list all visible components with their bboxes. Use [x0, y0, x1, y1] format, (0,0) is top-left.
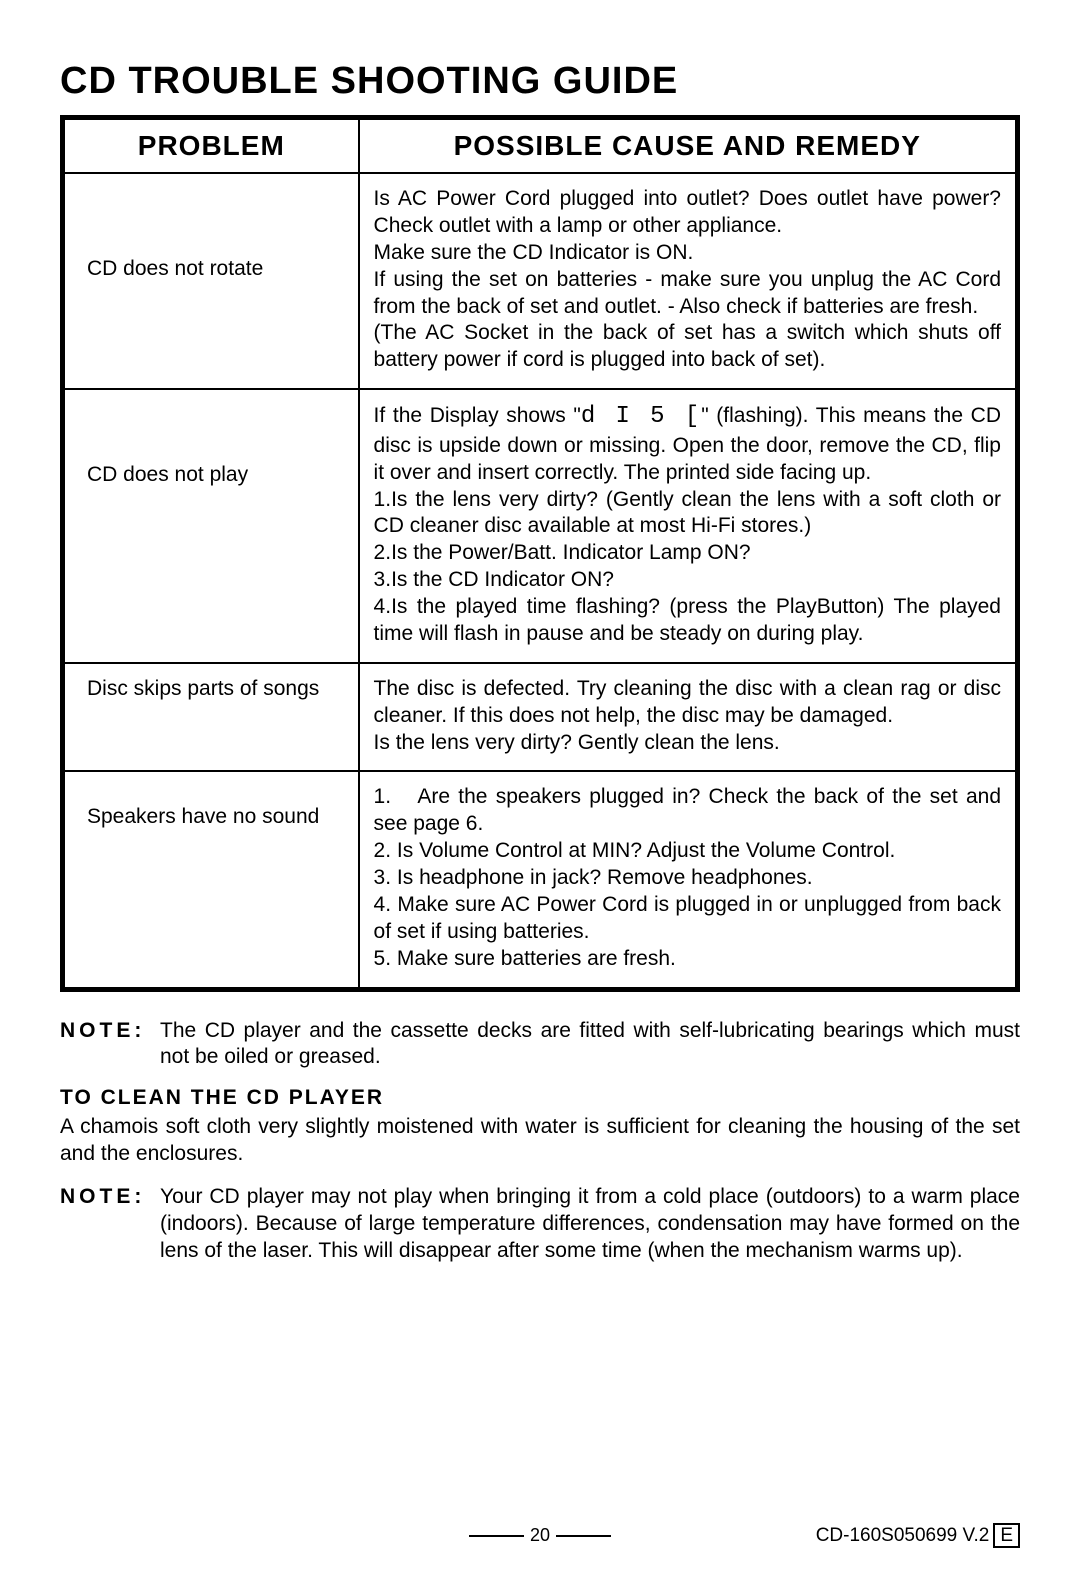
remedy-line: The disc is defected. Try cleaning the d… — [374, 676, 1001, 730]
page-title: CD TROUBLE SHOOTING GUIDE — [60, 60, 1020, 103]
problem-cell: CD does not rotate — [63, 173, 359, 389]
problem-text: CD does not play — [87, 402, 344, 489]
remedy-line: (The AC Socket in the back of set has a … — [374, 320, 1001, 374]
note-row: NOTE: The CD player and the cassette dec… — [60, 1018, 1020, 1072]
col-header-problem: PROBLEM — [63, 118, 359, 174]
note-row: NOTE: Your CD player may not play when b… — [60, 1184, 1020, 1265]
col-header-remedy: POSSIBLE CAUSE AND REMEDY — [359, 118, 1018, 174]
table-row: CD does not rotate Is AC Power Cord plug… — [63, 173, 1018, 389]
table-row: Disc skips parts of songs The disc is de… — [63, 663, 1018, 772]
problem-cell: Disc skips parts of songs — [63, 663, 359, 772]
problem-text: Disc skips parts of songs — [87, 677, 319, 700]
remedy-cell: The disc is defected. Try cleaning the d… — [359, 663, 1018, 772]
page-number: 20 — [530, 1525, 550, 1546]
rule-left — [469, 1535, 524, 1537]
doc-code: CD-160S050699 V.2 — [816, 1525, 990, 1547]
table-row: CD does not play If the Display shows "d… — [63, 389, 1018, 663]
troubleshooting-table: PROBLEM POSSIBLE CAUSE AND REMEDY CD doe… — [60, 115, 1020, 992]
remedy-cell: If the Display shows "d I 5 [" (flashing… — [359, 389, 1018, 663]
page-footer: 20 CD-160S050699 V.2 E — [60, 1525, 1020, 1546]
page-number-wrap: 20 — [463, 1525, 617, 1546]
clean-body: A chamois soft cloth very slightly moist… — [60, 1114, 1020, 1168]
note-label: NOTE: — [60, 1018, 160, 1072]
remedy-list-item: 2. Is Volume Control at MIN? Adjust the … — [374, 838, 1001, 865]
notes-section: NOTE: The CD player and the cassette dec… — [60, 1018, 1020, 1265]
remedy-intro-a: If the Display shows " — [374, 404, 581, 427]
remedy-list-item: 5. Make sure batteries are fresh. — [374, 946, 1001, 973]
disc-display-glyph: d I 5 [ — [581, 403, 701, 430]
note-label: NOTE: — [60, 1184, 160, 1265]
footer-right: CD-160S050699 V.2 E — [816, 1523, 1020, 1548]
remedy-line: Is the lens very dirty? Gently clean the… — [374, 730, 1001, 757]
remedy-list-item: 1.Is the lens very dirty? (Gently clean … — [374, 487, 1001, 541]
problem-cell: CD does not play — [63, 389, 359, 663]
remedy-list-item: 1. Are the speakers plugged in? Check th… — [374, 784, 1001, 838]
remedy-line: If using the set on batteries - make sur… — [374, 267, 1001, 321]
problem-text: CD does not rotate — [87, 186, 344, 283]
remedy-list-item: 3.Is the CD Indicator ON? — [374, 567, 1001, 594]
problem-cell: Speakers have no sound — [63, 771, 359, 989]
doc-code-box: E — [993, 1523, 1020, 1548]
remedy-list-item: 3. Is headphone in jack? Remove headphon… — [374, 865, 1001, 892]
note-text: The CD player and the cassette decks are… — [160, 1018, 1020, 1072]
remedy-list-item: 4. Make sure AC Power Cord is plugged in… — [374, 892, 1001, 946]
remedy-line: Is AC Power Cord plugged into outlet? Do… — [374, 186, 1001, 240]
rule-right — [556, 1535, 611, 1537]
remedy-list-item: 4.Is the played time flashing? (press th… — [374, 594, 1001, 648]
clean-heading: TO CLEAN THE CD PLAYER — [60, 1085, 1020, 1112]
remedy-cell: 1. Are the speakers plugged in? Check th… — [359, 771, 1018, 989]
remedy-cell: Is AC Power Cord plugged into outlet? Do… — [359, 173, 1018, 389]
note-text: Your CD player may not play when bringin… — [160, 1184, 1020, 1265]
table-row: Speakers have no sound 1. Are the speake… — [63, 771, 1018, 989]
manual-page: CD TROUBLE SHOOTING GUIDE PROBLEM POSSIB… — [0, 0, 1080, 1574]
remedy-list-item: 2.Is the Power/Batt. Indicator Lamp ON? — [374, 540, 1001, 567]
problem-text: Speakers have no sound — [87, 784, 344, 831]
remedy-line: Make sure the CD Indicator is ON. — [374, 240, 1001, 267]
remedy-intro: If the Display shows "d I 5 [" (flashing… — [374, 402, 1001, 486]
